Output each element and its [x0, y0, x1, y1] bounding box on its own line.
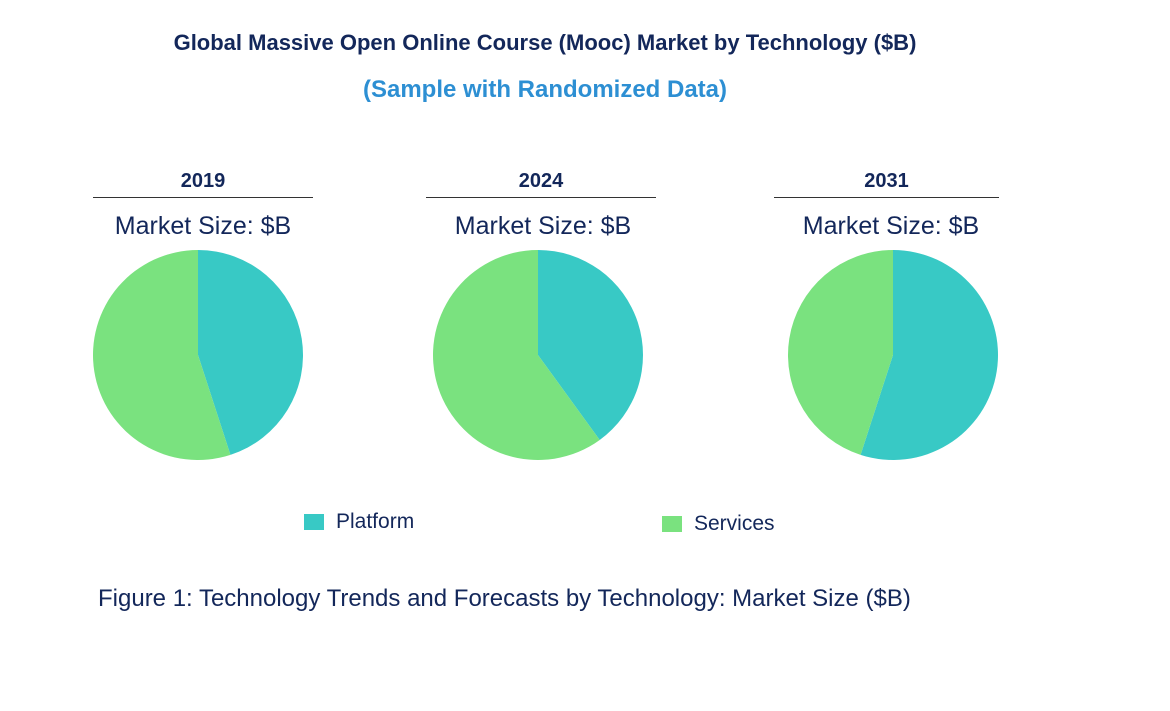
pie-label-2031: Market Size: $B [802, 212, 980, 240]
legend-swatch-platform [304, 514, 324, 530]
figure-caption: Figure 1: Technology Trends and Forecast… [98, 585, 911, 612]
pie-slice-2031-platform [860, 250, 999, 460]
pie-year-2024: 2024 [426, 170, 656, 198]
pie-label-2019: Market Size: $B [114, 212, 292, 240]
pie-year-2019: 2019 [93, 170, 313, 198]
pie-year-2031: 2031 [774, 170, 999, 198]
pie-label-2024: Market Size: $B [454, 212, 632, 240]
legend-swatch-services [662, 516, 682, 532]
pie-slice-2024-platform [538, 250, 644, 440]
legend-label-services: Services [694, 512, 775, 535]
chart-title: Global Massive Open Online Course (Mooc)… [173, 30, 917, 55]
pie-slice-2031-services [788, 250, 893, 455]
pie-slice-2024-services [433, 250, 600, 460]
chart-subtitle: (Sample with Randomized Data) [362, 76, 728, 103]
legend-label-platform: Platform [336, 510, 415, 533]
legend-item-services: Services [662, 512, 775, 536]
legend-item-platform: Platform [304, 510, 414, 534]
pie-slice-2019-platform [198, 250, 303, 455]
pie-slice-2019-services [92, 250, 231, 460]
